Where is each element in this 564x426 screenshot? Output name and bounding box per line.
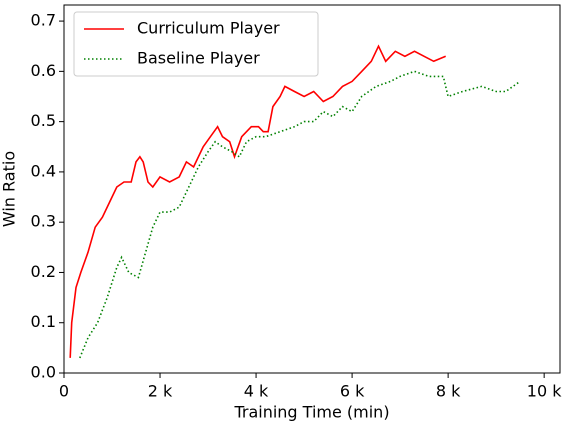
x-tick-label: 8 k: [436, 382, 461, 401]
legend-box: [73, 11, 319, 77]
x-tick-label: 6 k: [340, 382, 365, 401]
legend-label: Curriculum Player: [137, 19, 280, 38]
legend-label: Baseline Player: [137, 49, 260, 68]
series-line: [69, 44, 447, 358]
plot-frame: [63, 4, 561, 374]
x-tick-label: 2 k: [148, 382, 173, 401]
y-tick-label: 0.3: [31, 212, 56, 231]
y-tick-label: 0.4: [31, 161, 56, 180]
y-tick-label: 0.1: [31, 312, 56, 331]
x-tick-label: 4 k: [244, 382, 269, 401]
y-tick-label: 0.6: [31, 61, 56, 80]
x-tick-label: 0: [59, 382, 69, 401]
x-axis-label: Training Time (min): [233, 403, 389, 422]
y-tick-label: 0.7: [31, 11, 56, 30]
y-tick-label: 0.5: [31, 111, 56, 130]
x-tick-label: 10 k: [527, 382, 562, 401]
y-tick-label: 0.0: [31, 363, 56, 382]
series-line: [79, 70, 521, 359]
y-tick-label: 0.2: [31, 262, 56, 281]
y-axis-label: Win Ratio: [0, 151, 19, 227]
